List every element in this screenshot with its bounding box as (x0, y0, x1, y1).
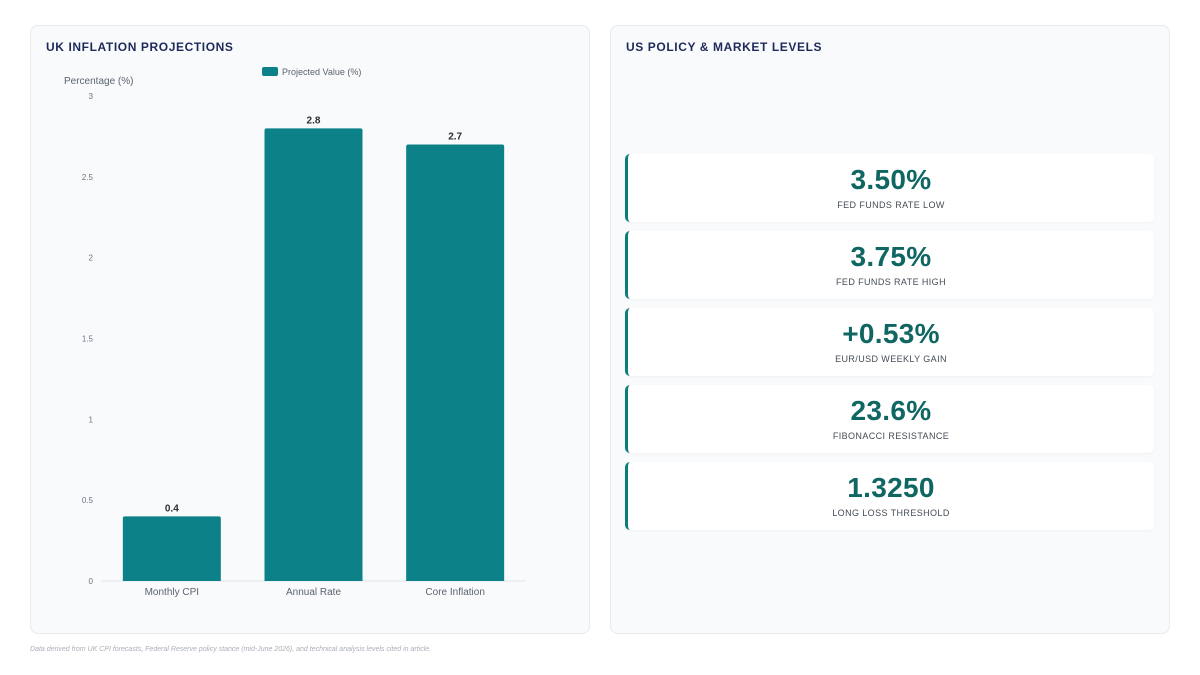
x-tick-label: Monthly CPI (145, 587, 199, 598)
y-axis-label: Percentage (%) (64, 76, 133, 87)
bar-data-label: 0.4 (165, 503, 179, 514)
bar-monthly-cpi (122, 516, 221, 581)
kpi-card-eurusd-gain: +0.53% EUR/USD WEEKLY GAIN (625, 308, 1154, 376)
legend-swatch (262, 67, 278, 76)
legend-label: Projected Value (%) (282, 67, 361, 77)
x-tick-label: Annual Rate (286, 587, 341, 598)
kpi-card-fibonacci: 23.6% FIBONACCI RESISTANCE (625, 385, 1154, 453)
kpi-card-long-loss: 1.3250 LONG LOSS THRESHOLD (625, 462, 1154, 530)
y-tick-label: 2.5 (82, 173, 94, 182)
kpi-label: FED FUNDS RATE LOW (837, 200, 945, 210)
kpi-label: EUR/USD WEEKLY GAIN (835, 354, 947, 364)
bar-data-label: 2.7 (448, 132, 462, 143)
x-tick-label: Core Inflation (425, 587, 484, 598)
y-tick-label: 1 (89, 415, 94, 424)
footnote: Data derived from UK CPI forecasts, Fede… (30, 646, 432, 653)
y-tick-label: 1.5 (82, 335, 94, 344)
kpi-value: 3.75% (850, 241, 932, 272)
y-tick-label: 3 (89, 92, 94, 101)
kpi-value: +0.53% (842, 318, 940, 349)
kpi-panel-title: US POLICY & MARKET LEVELS (626, 40, 823, 54)
kpi-label: FIBONACCI RESISTANCE (832, 431, 950, 441)
bar-annual-rate (264, 128, 363, 581)
kpi-value: 3.50% (850, 164, 932, 195)
kpi-panel: US POLICY & MARKET LEVELS 3.50% FED FUND… (610, 25, 1170, 634)
chart-panel-title: UK INFLATION PROJECTIONS (46, 40, 234, 54)
bar-chart: 0 0.5 1 1.5 2 2.5 3 Percentage (%) Projected Val… (64, 67, 526, 598)
bar-core-inflation (406, 144, 505, 581)
kpi-card-fed-high: 3.75% FED FUNDS RATE HIGH (625, 231, 1154, 299)
kpi-value: 23.6% (850, 395, 932, 426)
kpi-value: 1.3250 (847, 472, 935, 503)
kpi-card-fed-low: 3.50% FED FUNDS RATE LOW (625, 154, 1154, 222)
kpi-label: LONG LOSS THRESHOLD (832, 508, 950, 518)
kpi-label: FED FUNDS RATE HIGH (836, 277, 946, 287)
chart-panel: UK INFLATION PROJECTIONS 0 0.5 1 1.5 2 2.5 3 Pe… (30, 25, 590, 634)
bar-data-label: 2.8 (307, 115, 321, 126)
y-tick-label: 0.5 (82, 496, 94, 505)
y-tick-label: 0 (89, 577, 94, 586)
y-tick-label: 2 (89, 254, 94, 263)
